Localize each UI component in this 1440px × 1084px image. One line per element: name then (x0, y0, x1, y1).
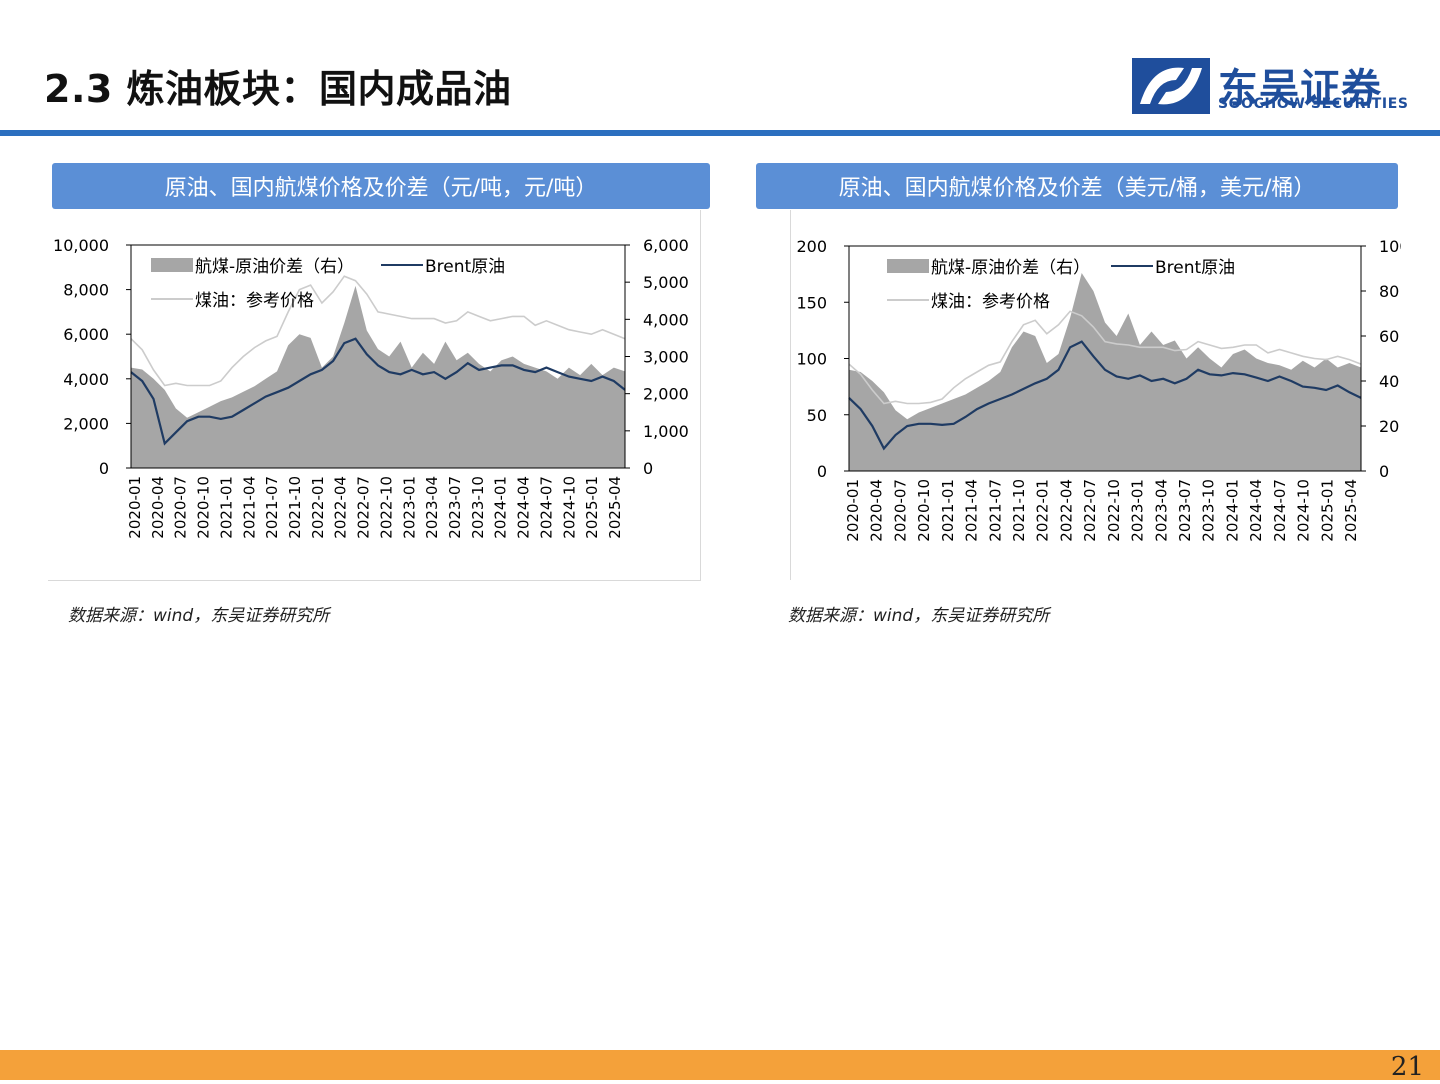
x-tick-label: 2022-04 (1057, 479, 1075, 542)
y-right-tick-label: 20 (1379, 417, 1399, 436)
legend-label-spread: 航煤-原油价差（右） (931, 258, 1090, 278)
legend-label-kerosene: 煤油：参考价格 (195, 291, 314, 311)
x-tick-label: 2020-01 (844, 479, 862, 542)
x-tick-label: 2021-07 (986, 479, 1004, 542)
y-right-tick-label: 2,000 (643, 385, 689, 404)
y-right-tick-label: 0 (1379, 462, 1389, 481)
x-tick-label: 2023-07 (1176, 479, 1194, 542)
y-right-tick-label: 5,000 (643, 273, 689, 292)
y-right-tick-label: 60 (1379, 327, 1399, 346)
x-tick-label: 2024-10 (1295, 479, 1313, 542)
x-tick-label: 2020-07 (172, 476, 190, 539)
logo-english-text: SOOCHOW SECURITIES (1218, 96, 1409, 112)
x-tick-label: 2024-10 (560, 476, 578, 539)
y-right-tick-label: 100 (1379, 237, 1401, 256)
page-title: 2.3 炼油板块：国内成品油 (44, 67, 512, 111)
series-brent-line (848, 340, 1362, 451)
y-left-tick-label: 50 (807, 406, 827, 425)
series-kerosene-line (130, 275, 626, 387)
chart-2-plot: 0 50 100 150 200 0 20 40 60 80 100 2020-01 2020-04 20… (796, 237, 1409, 542)
x-tick-label: 2022-07 (355, 476, 373, 539)
x-tick-label: 2025-04 (606, 476, 624, 539)
x-tick-label: 2024-04 (515, 476, 533, 539)
company-logo: 东吴证券 SOOCHOW SECURITIES (1132, 56, 1412, 116)
x-tick-label: 2024-07 (1271, 479, 1289, 542)
x-tick-label: 2021-04 (240, 476, 258, 539)
footer-bar (0, 1050, 1440, 1080)
y-left-tick-label: 8,000 (63, 281, 109, 300)
chart-2-box: 0 50 100 150 200 0 20 40 60 80 100 2020-01 2020-04 20… (790, 210, 1410, 580)
y-left-tick-label: 6,000 (63, 325, 109, 344)
x-tick-label: 2023-04 (1152, 479, 1170, 542)
chart-1-plot: 0 2,000 4,000 6,000 8,000 10,000 0 1,000 2,000 3,… (53, 236, 689, 539)
chart-1-box: 0 2,000 4,000 6,000 8,000 10,000 0 1,000 2,000 3,… (48, 210, 701, 581)
legend-swatch-spread (887, 259, 929, 273)
y-left-tick-label: 4,000 (63, 370, 109, 389)
x-tick-label: 2020-04 (149, 476, 167, 539)
y-right-tick-label: 1,000 (643, 422, 689, 441)
y-left-tick-label: 10,000 (53, 236, 109, 255)
x-tick-label: 2023-10 (1200, 479, 1218, 542)
x-tick-label: 2022-04 (332, 476, 350, 539)
legend-label-brent: Brent原油 (425, 257, 505, 277)
x-tick-label: 2021-01 (217, 476, 235, 539)
x-tick-label: 2024-01 (1223, 479, 1241, 542)
y-right-tick-label: 6,000 (643, 236, 689, 255)
y-left-tick-label: 2,000 (63, 414, 109, 433)
y-right-tick-label: 40 (1379, 372, 1399, 391)
series-spread-area (849, 273, 1361, 471)
series-spread-area (131, 285, 625, 468)
x-tick-label: 2020-10 (915, 479, 933, 542)
y-left-tick-label: 0 (99, 459, 109, 478)
chart-1-source: 数据来源：wind，东吴证券研究所 (68, 606, 330, 626)
x-tick-label: 2023-04 (423, 476, 441, 539)
x-tick-label: 2022-01 (1034, 479, 1052, 542)
legend-label-brent: Brent原油 (1155, 258, 1235, 278)
legend-label-kerosene: 煤油：参考价格 (931, 292, 1050, 312)
x-tick-label: 2022-10 (377, 476, 395, 539)
logo-chinese-text: 东吴证券 (1218, 66, 1382, 112)
x-tick-label: 2022-10 (1105, 479, 1123, 542)
soochow-logo-icon (1132, 58, 1210, 114)
chart-1-header: 原油、国内航煤价格及价差（元/吨，元/吨） (52, 163, 710, 209)
x-tick-label: 2025-04 (1342, 479, 1360, 542)
y-left-tick-label: 100 (796, 350, 827, 369)
x-tick-label: 2023-07 (446, 476, 464, 539)
x-tick-label: 2021-10 (286, 476, 304, 539)
chart-2-source: 数据来源：wind，东吴证券研究所 (788, 606, 1050, 626)
x-tick-label: 2021-10 (1010, 479, 1028, 542)
x-tick-label: 2023-01 (1129, 479, 1147, 542)
x-tick-label: 2023-01 (400, 476, 418, 539)
y-right-tick-label: 3,000 (643, 348, 689, 367)
x-tick-label: 2020-07 (891, 479, 909, 542)
legend-label-spread: 航煤-原油价差（右） (195, 257, 354, 277)
header-rule (0, 130, 1440, 136)
x-tick-label: 2024-01 (492, 476, 510, 539)
x-tick-label: 2025-01 (1318, 479, 1336, 542)
series-kerosene-line (848, 310, 1362, 405)
x-tick-label: 2021-01 (939, 479, 957, 542)
x-tick-label: 2024-04 (1247, 479, 1265, 542)
x-tick-label: 2021-07 (263, 476, 281, 539)
x-tick-label: 2023-10 (469, 476, 487, 539)
y-left-tick-label: 150 (796, 293, 827, 312)
x-tick-label: 2025-01 (583, 476, 601, 539)
legend-swatch-spread (151, 258, 193, 272)
chart-2-header: 原油、国内航煤价格及价差（美元/桶，美元/桶） (756, 163, 1398, 209)
x-tick-label: 2020-01 (126, 476, 144, 539)
y-left-tick-label: 200 (796, 237, 827, 256)
x-tick-label: 2022-07 (1081, 479, 1099, 542)
page-number: 21 (1390, 1052, 1424, 1082)
series-brent-line (130, 337, 626, 446)
x-tick-label: 2022-01 (309, 476, 327, 539)
x-tick-label: 2021-04 (963, 479, 981, 542)
x-tick-label: 2020-04 (868, 479, 886, 542)
y-right-tick-label: 0 (643, 459, 653, 478)
x-tick-label: 2024-07 (537, 476, 555, 539)
y-left-tick-label: 0 (817, 462, 827, 481)
y-right-tick-label: 4,000 (643, 310, 689, 329)
y-right-tick-label: 80 (1379, 282, 1399, 301)
x-tick-label: 2020-10 (195, 476, 213, 539)
